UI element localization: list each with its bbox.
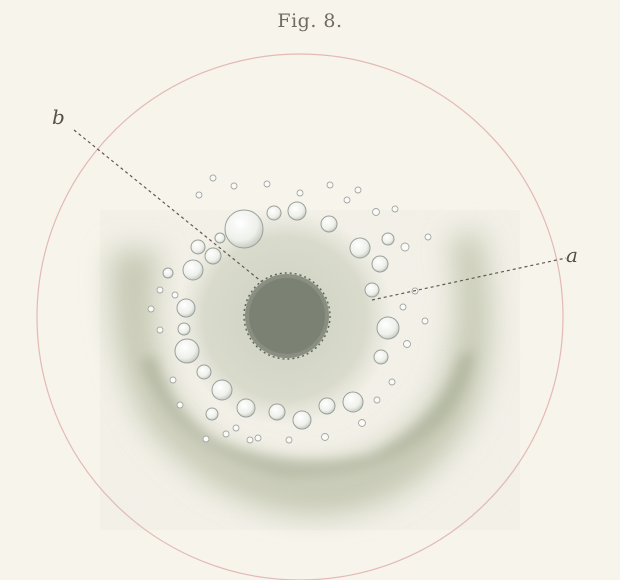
leader-line-b — [73, 129, 263, 283]
figure-title: Fig. 8. — [277, 10, 343, 32]
label-a: a — [566, 243, 578, 267]
nucleus — [243, 272, 331, 360]
droplets — [162, 201, 400, 430]
label-b: b — [52, 105, 65, 129]
small-droplets — [147, 174, 432, 444]
field-of-view-circle — [36, 53, 564, 580]
